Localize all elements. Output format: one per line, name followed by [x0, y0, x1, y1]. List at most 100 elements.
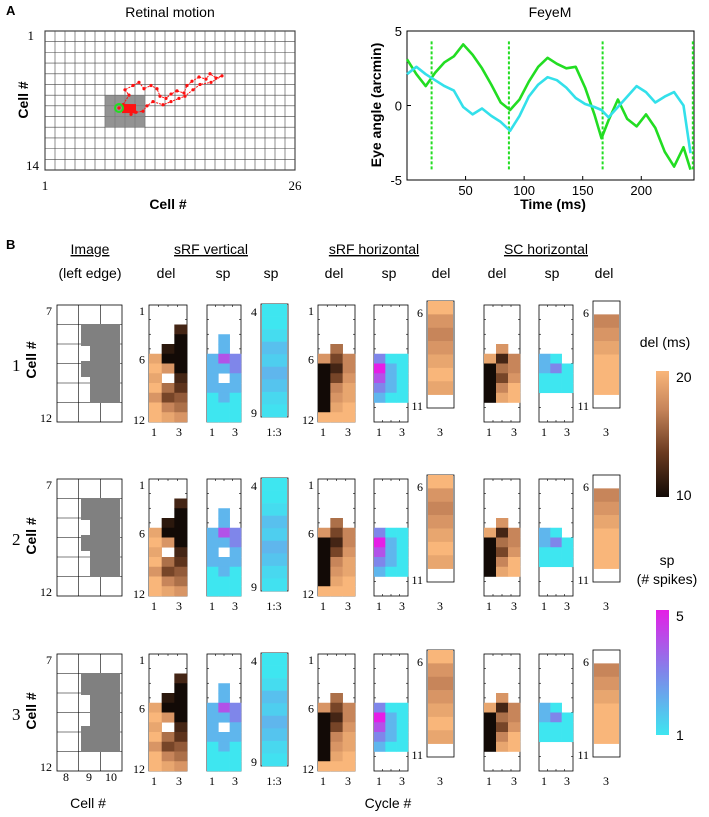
srfh-sp-cell [374, 537, 386, 548]
sch-del-cell [484, 363, 497, 374]
sch-del-cell [508, 363, 521, 374]
sch-agg-cell [594, 528, 619, 543]
sp-agg-cell [262, 304, 287, 317]
sch-del-cell [496, 712, 509, 723]
sch-x-tick-3: 3 [511, 599, 517, 613]
sch-sp-cell [539, 712, 551, 723]
srfh-agg-cell [428, 354, 453, 369]
srfh-sp-cell [396, 383, 409, 394]
srfv-del-cell [174, 683, 188, 694]
srfh-agg-cell [428, 381, 453, 395]
sch-sp-x-tick-1: 1 [541, 599, 547, 613]
srfh-sp-cell [396, 566, 409, 577]
srfh-agg-cell [428, 488, 453, 503]
sch-sp-cell [539, 732, 551, 743]
sch-agg-cell [594, 367, 619, 382]
sp-agg-cell [262, 753, 287, 767]
retinal-trail-point [175, 89, 179, 93]
srfh-x-tick-1: 1 [320, 774, 326, 788]
header-del-5: del [595, 265, 614, 281]
srfv-del-cell [149, 722, 162, 733]
srfh-sp-x-tick-1: 1 [376, 599, 382, 613]
image-y-tick-bottom: 12 [40, 760, 52, 774]
srfv-del-cell [149, 751, 162, 762]
srfh-del-cell [318, 412, 331, 423]
srfv-sp-cell [207, 412, 219, 423]
srfv-y-tick-mid: 6 [139, 527, 145, 541]
sp-agg-cell [262, 715, 287, 729]
srfh-del-cell [330, 566, 343, 577]
srfv-sp-cell [218, 732, 230, 743]
srfv-sp-cell [218, 402, 230, 413]
srfh-del-cell [342, 761, 356, 772]
srfv-sp-cell [207, 751, 219, 762]
colorbar-del-min: 10 [676, 487, 692, 503]
srfh-agg-cell [428, 730, 453, 744]
retinal-start-marker [114, 102, 124, 113]
srfv-sp-cell [207, 761, 219, 772]
srfh-agg-cell [428, 341, 453, 355]
sp-agg-y-tick-top: 4 [251, 654, 257, 668]
srfh-agg-y-tick-bottom: 11 [411, 399, 423, 413]
feyem-xtick-label: 100 [513, 183, 535, 198]
header-sc-horizontal: SC horizontal [504, 241, 588, 257]
srfv-sp-cell [218, 363, 230, 374]
srfh-del-cell [342, 363, 356, 374]
sch-agg-cell [594, 501, 619, 516]
srfh-del-cell [342, 383, 356, 394]
sch-agg-y-tick-bottom: 11 [577, 748, 589, 762]
srfv-sp-cell [229, 373, 242, 384]
srfv-sp-cell [229, 732, 242, 743]
sch-del-cell [496, 693, 509, 704]
retinal-trail-point [214, 76, 218, 80]
sch-sp-cell [550, 702, 562, 713]
sch-sp-cell [539, 557, 551, 568]
sch-agg-y-tick-bottom: 11 [577, 573, 589, 587]
srfv-del-cell [161, 741, 175, 752]
sch-agg-y-tick-top: 6 [583, 306, 589, 320]
sch-del-cell [484, 527, 497, 538]
sch-sp-cell [539, 383, 551, 394]
srfh-agg-cell [428, 703, 453, 718]
retinal-trail-point [220, 74, 224, 78]
srfv-y-tick-mid: 6 [139, 353, 145, 367]
retinal-trail-point [145, 104, 149, 108]
srfh-del-cell [342, 712, 356, 723]
sch-del-cell [484, 732, 497, 743]
sch-del-cell [496, 722, 509, 733]
srfh-del-cell [342, 741, 356, 752]
srfh-del-cell [342, 353, 356, 364]
srfh-del-cell [318, 557, 331, 568]
sch-sp-cell [539, 527, 551, 538]
srfv-del-cell [174, 527, 188, 538]
sch-sp-cell [561, 732, 574, 743]
srfv-del-cell [174, 712, 188, 723]
srfh-del-cell [330, 402, 343, 413]
srfv-del-cell [149, 702, 162, 713]
srfv-del-cell [174, 412, 188, 423]
srfv-sp-cell [229, 383, 242, 394]
srfh-del-cell [318, 527, 331, 538]
srfh-del-cell [318, 566, 331, 577]
srfv-sp-cell [229, 392, 242, 403]
srfh-del-cell [318, 373, 331, 384]
srfh-del-cell [318, 547, 331, 558]
srfh-sp-cell [385, 527, 397, 538]
srfh-del-cell [318, 751, 331, 762]
sch-del-cell [484, 566, 497, 577]
sch-del-cell [496, 383, 509, 394]
srfv-del-cell [174, 576, 188, 587]
bottom-cycle-label: Cycle # [365, 795, 412, 811]
sch-sp-cell [561, 363, 574, 374]
retinal-trail-point [131, 83, 135, 88]
sp-agg-cell [262, 341, 287, 355]
srfv-del-cell [161, 527, 175, 538]
retinal-trail-point [149, 83, 153, 88]
sp-agg-y-tick-bottom: 9 [251, 406, 257, 420]
sp-agg-cell [262, 678, 287, 691]
sch-agg-cell [594, 515, 619, 529]
srfv-del-cell [149, 353, 162, 364]
srfv-del-cell [149, 412, 162, 423]
header-del-2: del [325, 265, 344, 281]
sp-agg-x-tick: 1:3 [266, 599, 281, 613]
